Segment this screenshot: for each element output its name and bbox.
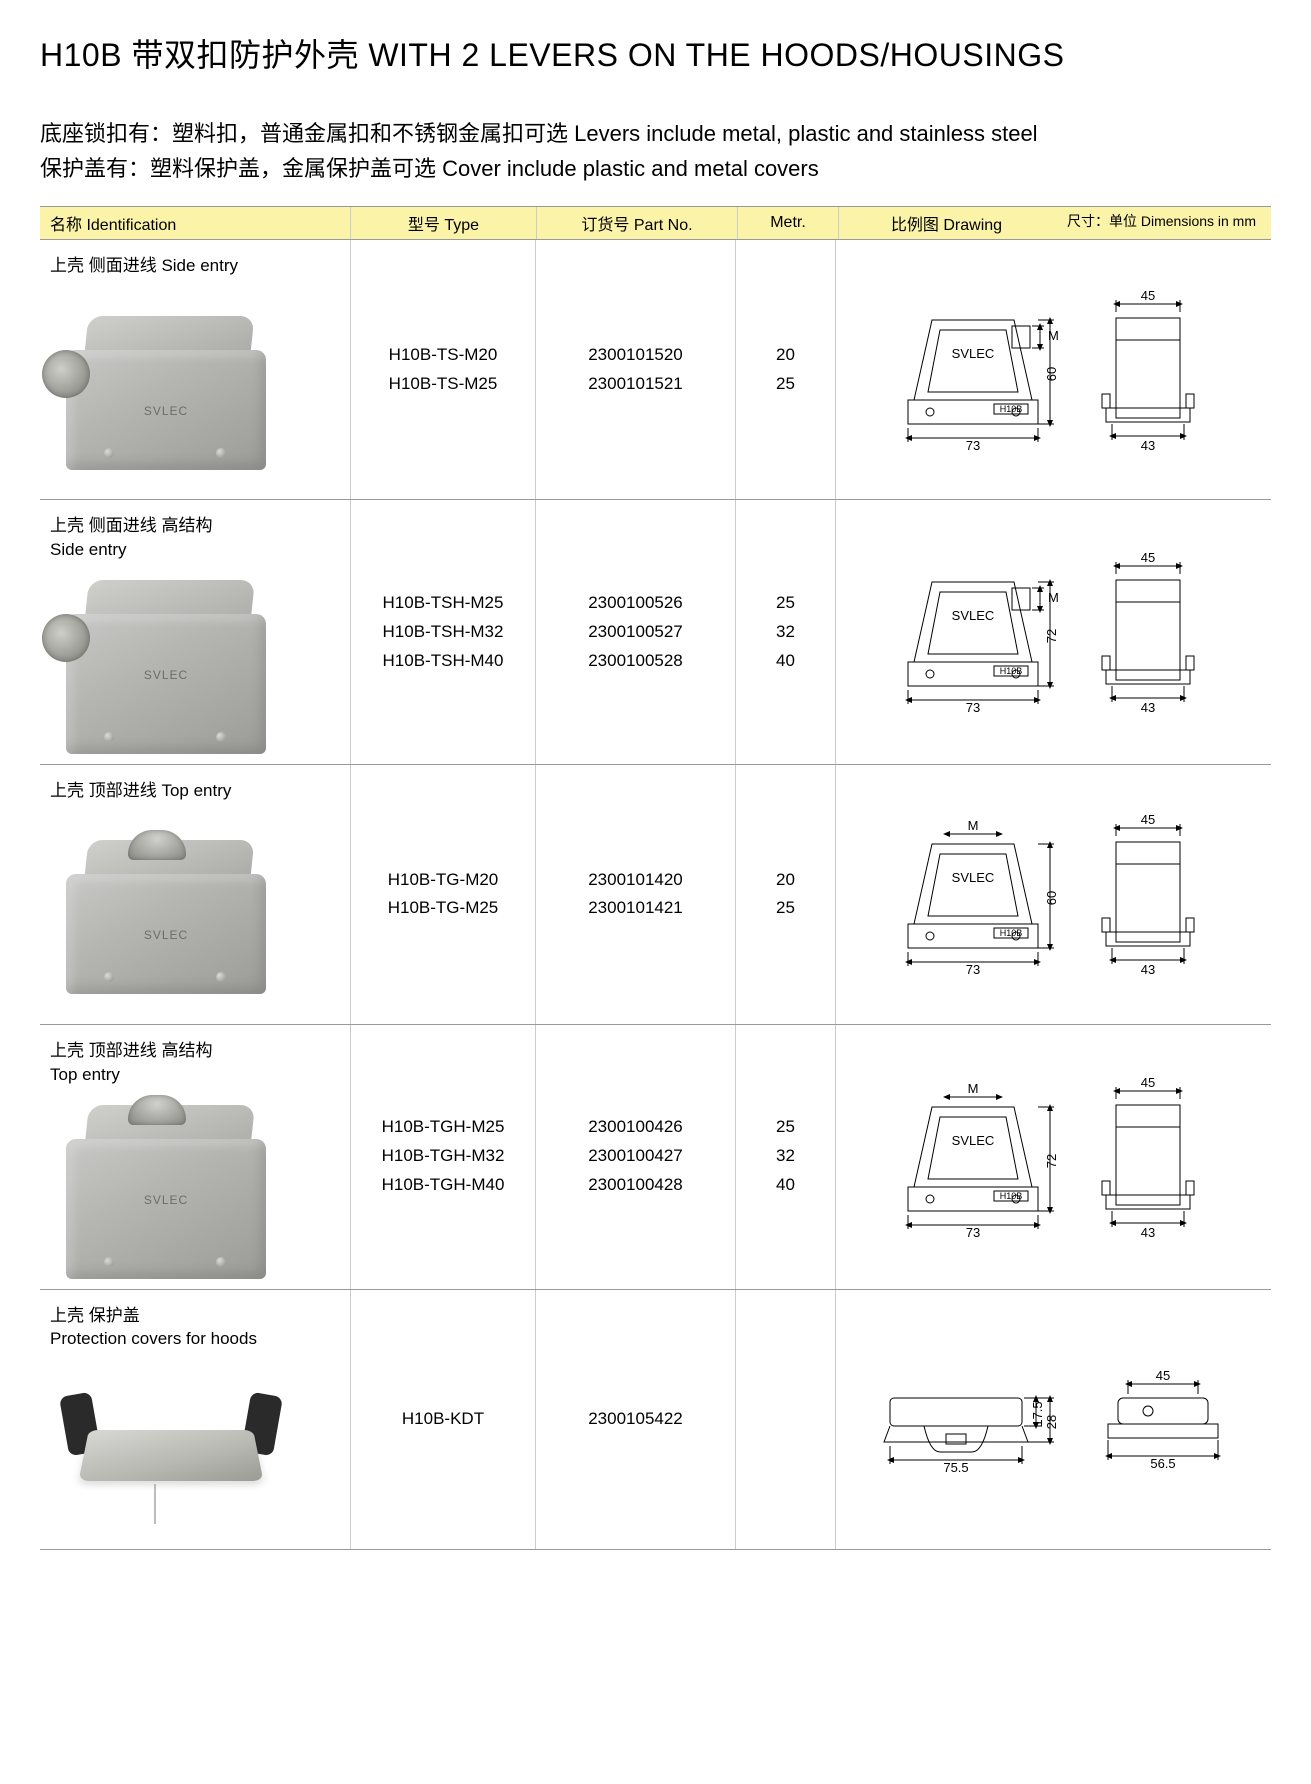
- drawing-side: 45 43: [1088, 290, 1208, 450]
- row-id-label: 上壳 侧面进线 高结构Side entry: [50, 514, 340, 562]
- product-image: [56, 1386, 286, 1516]
- product-image: SVLEC: [56, 834, 276, 994]
- svg-text:73: 73: [965, 962, 979, 974]
- svg-text:43: 43: [1140, 438, 1154, 450]
- header-drawing: 比例图 Drawing: [839, 211, 1054, 235]
- svg-text:43: 43: [1140, 1225, 1154, 1237]
- row-parts: 2300105422: [588, 1405, 683, 1434]
- header-type: 型号 Type: [351, 211, 536, 235]
- product-image: SVLEC: [56, 310, 276, 470]
- row-types: H10B-TGH-M25H10B-TGH-M32H10B-TGH-M40: [382, 1113, 505, 1200]
- svg-text:45: 45: [1140, 290, 1154, 303]
- svg-text:75.5: 75.5: [943, 1460, 968, 1474]
- svg-text:73: 73: [965, 700, 979, 712]
- svg-text:45: 45: [1140, 552, 1154, 565]
- table-row: 上壳 保护盖Protection covers for hoods H10B-K…: [40, 1290, 1271, 1550]
- header-partno: 订货号 Part No.: [537, 211, 737, 235]
- svg-text:SVLEC: SVLEC: [951, 346, 994, 361]
- subtitle-block: 底座锁扣有：塑料扣，普通金属扣和不锈钢金属扣可选 Levers include …: [40, 116, 1271, 186]
- row-metrs: 2025: [776, 866, 795, 924]
- svg-text:60: 60: [1044, 367, 1059, 381]
- svg-text:73: 73: [965, 1225, 979, 1237]
- row-parts: 230010042623001004272300100428: [588, 1113, 683, 1200]
- drawing-side: 45 43: [1088, 1077, 1208, 1237]
- svg-text:45: 45: [1155, 1368, 1169, 1383]
- product-image: SVLEC: [56, 1099, 276, 1279]
- svg-text:43: 43: [1140, 700, 1154, 712]
- svg-text:H10B: H10B: [999, 928, 1022, 938]
- svg-text:56.5: 56.5: [1150, 1456, 1175, 1471]
- row-metrs: 253240: [776, 589, 795, 676]
- header-dimensions: 尺寸：单位 Dimensions in mm: [1054, 211, 1269, 235]
- row-types: H10B-KDT: [402, 1405, 484, 1434]
- drawing-front: SVLEC H10B M 60 73: [894, 290, 1064, 450]
- svg-text:H10B: H10B: [999, 666, 1022, 676]
- svg-text:45: 45: [1140, 1077, 1154, 1090]
- row-types: H10B-TG-M20H10B-TG-M25: [388, 866, 499, 924]
- header-metr: Metr.: [738, 214, 838, 232]
- drawing-side: 45 56.5: [1088, 1364, 1238, 1474]
- row-parts: 23001014202300101421: [588, 866, 683, 924]
- svg-text:45: 45: [1140, 814, 1154, 827]
- row-parts: 23001015202300101521: [588, 341, 683, 399]
- row-metrs: 253240: [776, 1113, 795, 1200]
- row-id-label: 上壳 顶部进线 Top entry: [50, 779, 340, 803]
- drawing-front: SVLEC H10B M 72 73: [894, 552, 1064, 712]
- row-id-label: 上壳 保护盖Protection covers for hoods: [50, 1304, 340, 1352]
- row-types: H10B-TS-M20H10B-TS-M25: [389, 341, 498, 399]
- svg-text:72: 72: [1044, 629, 1059, 643]
- row-parts: 230010052623001005272300100528: [588, 589, 683, 676]
- svg-text:M: M: [967, 818, 978, 833]
- page-title: H10B 带双扣防护外壳 WITH 2 LEVERS ON THE HOODS/…: [40, 30, 1271, 76]
- svg-text:73: 73: [965, 438, 979, 450]
- svg-text:43: 43: [1140, 962, 1154, 974]
- drawing-front: SVLEC H10B M 60 73: [894, 814, 1064, 974]
- svg-text:SVLEC: SVLEC: [951, 1133, 994, 1148]
- row-drawing-cell: SVLEC H10B M 72 73 45 43: [835, 500, 1265, 764]
- spec-table: 名称 Identification 型号 Type 订货号 Part No. M…: [40, 206, 1271, 1549]
- table-row: 上壳 顶部进线 Top entry SVLEC H10B-TG-M20H10B-…: [40, 765, 1271, 1025]
- drawing-side: 45 43: [1088, 814, 1208, 974]
- svg-text:28: 28: [1044, 1415, 1059, 1429]
- svg-text:H10B: H10B: [999, 1191, 1022, 1201]
- table-row: 上壳 侧面进线 Side entry SVLEC H10B-TS-M20H10B…: [40, 240, 1271, 500]
- row-id-label: 上壳 顶部进线 高结构Top entry: [50, 1039, 340, 1087]
- drawing-front: SVLEC H10B M 72 73: [894, 1077, 1064, 1237]
- row-types: H10B-TSH-M25H10B-TSH-M32H10B-TSH-M40: [383, 589, 504, 676]
- table-row: 上壳 侧面进线 高结构Side entry SVLEC H10B-TSH-M25…: [40, 500, 1271, 765]
- svg-text:60: 60: [1044, 891, 1059, 905]
- svg-text:SVLEC: SVLEC: [951, 870, 994, 885]
- row-drawing-cell: SVLEC H10B M 60 73 45 43: [835, 240, 1265, 499]
- svg-text:M: M: [967, 1081, 978, 1096]
- table-header-row: 名称 Identification 型号 Type 订货号 Part No. M…: [40, 206, 1271, 240]
- drawing-front: 17.5 28 75.5: [864, 1364, 1064, 1474]
- svg-text:17.5: 17.5: [1030, 1401, 1045, 1426]
- row-drawing-cell: SVLEC H10B M 72 73 45 43: [835, 1025, 1265, 1289]
- row-metrs: 2025: [776, 341, 795, 399]
- row-id-label: 上壳 侧面进线 Side entry: [50, 254, 340, 278]
- header-identification: 名称 Identification: [40, 211, 350, 235]
- subtitle-line-2: 保护盖有：塑料保护盖，金属保护盖可选 Cover include plastic…: [40, 151, 1271, 186]
- table-row: 上壳 顶部进线 高结构Top entry SVLEC H10B-TGH-M25H…: [40, 1025, 1271, 1290]
- svg-text:SVLEC: SVLEC: [951, 608, 994, 623]
- svg-text:72: 72: [1044, 1154, 1059, 1168]
- row-drawing-cell: 17.5 28 75.5 45 56.5: [835, 1290, 1265, 1549]
- row-drawing-cell: SVLEC H10B M 60 73 45 43: [835, 765, 1265, 1024]
- subtitle-line-1: 底座锁扣有：塑料扣，普通金属扣和不锈钢金属扣可选 Levers include …: [40, 116, 1271, 151]
- product-image: SVLEC: [56, 574, 276, 754]
- svg-text:H10B: H10B: [999, 404, 1022, 414]
- drawing-side: 45 43: [1088, 552, 1208, 712]
